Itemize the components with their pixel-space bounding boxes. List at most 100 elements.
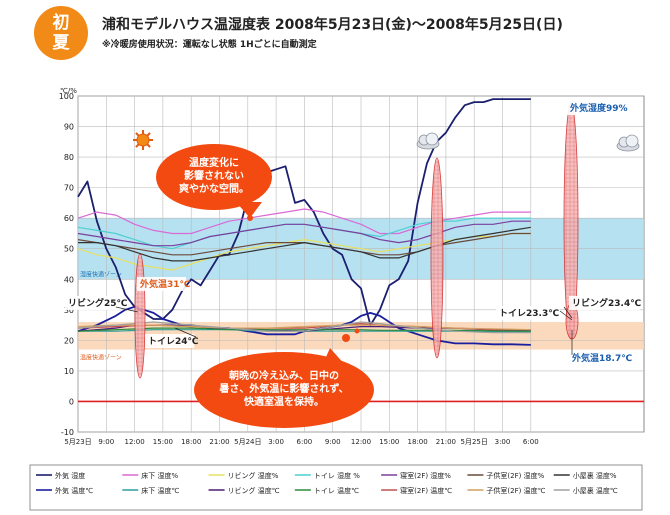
callout-tail xyxy=(236,202,262,218)
sun-icon xyxy=(133,130,153,150)
annotation-label: 外気湿度99% xyxy=(569,102,628,114)
legend-label: リビング 温度℃ xyxy=(228,486,280,495)
annotation-bg xyxy=(496,306,560,320)
legend-label: 寝室(2F) 温度℃ xyxy=(400,486,452,495)
legend-box xyxy=(29,464,643,511)
season-badge-char-1: 初 xyxy=(52,13,70,33)
annotation-label: トイレ23.3℃ xyxy=(499,308,559,319)
x-tick-label: 9:00 xyxy=(98,438,114,446)
sun-ray xyxy=(146,143,151,148)
legend-label: トイレ 温度℃ xyxy=(314,486,359,495)
series-line xyxy=(77,98,531,326)
annotation-label: リビング23.4℃ xyxy=(572,297,641,309)
x-tick-label: 12:00 xyxy=(351,438,371,446)
callout-text: 朝晩の冷え込み、日中の xyxy=(229,369,339,382)
annotation-bg xyxy=(569,351,633,365)
chart-title: 浦和モデルハウス温湿度表 2008年5月23日(金)〜2008年5月25日(日) xyxy=(102,17,563,33)
callout-dot xyxy=(247,215,253,221)
legend-label: トイレ 湿度 % xyxy=(314,471,360,480)
annotation-bg xyxy=(145,334,195,348)
legend-label: 小屋裏 温度℃ xyxy=(573,486,618,495)
callout-text: 爽やかな空間。 xyxy=(179,182,249,195)
y-tick-label: 80 xyxy=(64,153,74,162)
x-tick-label: 15:00 xyxy=(379,438,399,446)
cloud-part xyxy=(625,134,639,148)
y-unit-label: ℃/% xyxy=(60,87,77,95)
series-line xyxy=(77,220,531,247)
x-tick-label: 5月23日 xyxy=(64,438,91,446)
x-tick-label: 5月25日 xyxy=(461,438,488,446)
y-tick-label: 20 xyxy=(64,336,74,345)
highlight-ellipse xyxy=(430,157,444,359)
y-tick-label: 40 xyxy=(64,275,74,284)
y-tick-label: -10 xyxy=(61,428,74,437)
callout-dot xyxy=(354,328,360,334)
cloud-part xyxy=(425,132,439,146)
annotation-leader-line xyxy=(115,306,139,313)
series-line xyxy=(77,321,531,334)
legend-label: 子供室(2F) 湿度% xyxy=(486,471,544,480)
season-badge-char-2: 夏 xyxy=(52,33,70,53)
sun-disc xyxy=(136,133,150,147)
comfort-zone-label: 湿度快適ゾーン xyxy=(80,270,122,278)
annotation-label: トイレ24℃ xyxy=(148,336,199,347)
callout-dot xyxy=(342,334,350,342)
x-tick-label: 3:00 xyxy=(268,438,284,446)
y-tick-label: 60 xyxy=(64,214,74,223)
x-tick-label: 18:00 xyxy=(408,438,428,446)
x-tick-label: 21:00 xyxy=(436,438,456,446)
legend-label: 子供室(2F) 温度℃ xyxy=(486,486,545,495)
sun-ray xyxy=(135,143,140,148)
x-tick-label: 15:00 xyxy=(153,438,173,446)
annotation-label: 外気温31℃ xyxy=(139,278,191,290)
y-tick-label: 10 xyxy=(64,367,74,376)
x-tick-label: 9:00 xyxy=(325,438,341,446)
legend-label: 床下 湿度% xyxy=(141,471,178,480)
annotation-bg xyxy=(137,277,187,291)
x-tick-label: 12:00 xyxy=(125,438,145,446)
callout-bubble xyxy=(194,352,374,428)
cloud-icon xyxy=(616,134,640,152)
season-badge: 初 夏 xyxy=(34,6,88,60)
comfort-zone-label: 温度快適ゾーン xyxy=(80,354,122,362)
callout-text: 温度変化に xyxy=(189,156,239,169)
legend-label: 外気 温度℃ xyxy=(55,486,93,495)
legend-label: 小屋裏 湿度% xyxy=(573,471,617,480)
callout-text: 影響されない xyxy=(184,169,244,182)
series-line xyxy=(77,324,531,331)
annotation-leader-line xyxy=(563,306,573,319)
y-tick-label: 90 xyxy=(64,123,74,132)
annotation-label: 外気温18.7℃ xyxy=(571,352,632,364)
series-line xyxy=(78,226,531,262)
y-tick-label: 50 xyxy=(64,245,74,254)
legend-label: 外気 湿度 xyxy=(55,471,85,480)
x-tick-label: 5月24日 xyxy=(234,438,261,446)
callout-text: 暑さ、外気温に影響されず、 xyxy=(219,382,348,395)
x-tick-label: 18:00 xyxy=(181,438,201,446)
annotation-bg xyxy=(569,296,640,310)
sun-ray xyxy=(135,132,140,137)
annotation-bg xyxy=(65,296,122,310)
y-tick-label: 70 xyxy=(64,184,74,193)
sun-ray xyxy=(146,132,151,137)
series-line xyxy=(77,305,531,346)
legend-label: リビング 湿度% xyxy=(228,471,279,480)
chart-subtitle: ※冷暖房使用状況：運転なし状態 1Hごとに自動測定 xyxy=(102,40,317,50)
x-tick-label: 6:00 xyxy=(523,438,539,446)
x-tick-label: 21:00 xyxy=(209,438,229,446)
legend-label: 床下 温度℃ xyxy=(141,486,179,495)
annotation-label: リビング25℃ xyxy=(68,297,128,309)
callout-bubble xyxy=(156,144,272,210)
x-tick-label: 6:00 xyxy=(297,438,313,446)
highlight-ellipse xyxy=(134,253,146,379)
x-tick-label: 3:00 xyxy=(495,438,511,446)
legend-label: 寝室(2F) 湿度% xyxy=(400,471,451,480)
y-tick-label: 30 xyxy=(64,306,74,315)
callout-text: 快適室温を保持。 xyxy=(243,395,324,408)
annotation-leader-line xyxy=(174,327,197,338)
series-line xyxy=(77,208,531,235)
y-tick-label: 100 xyxy=(59,92,74,101)
cloud-icon xyxy=(416,132,440,150)
annotation-leader-line xyxy=(559,310,573,321)
